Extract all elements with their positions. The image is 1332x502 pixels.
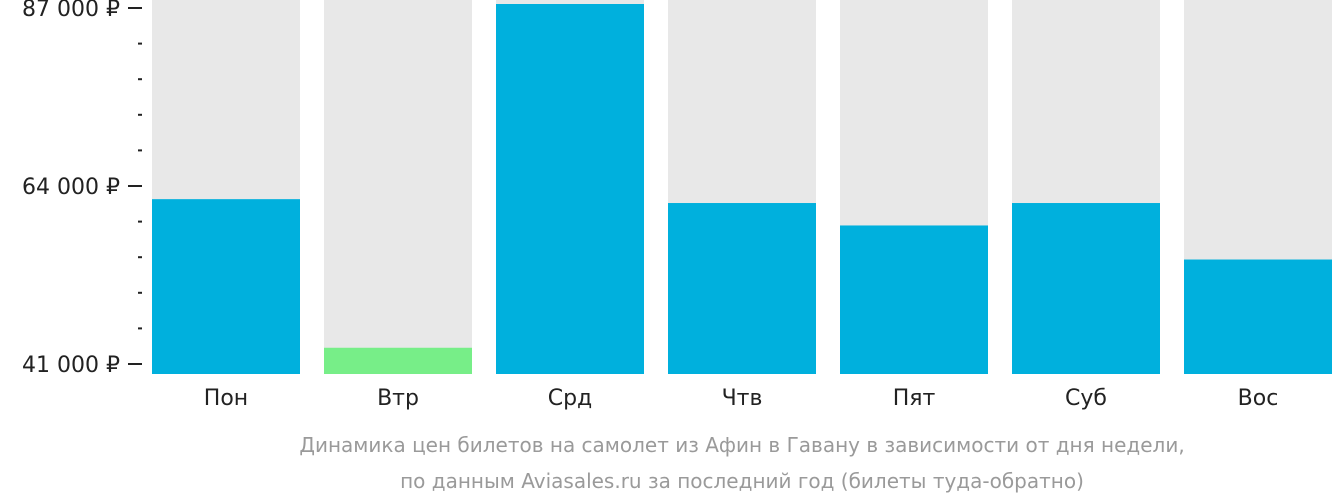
y-axis: 87 000 ₽ 64 000 ₽ 41 000 ₽ bbox=[22, 0, 142, 378]
data-bars bbox=[152, 4, 1332, 374]
y-tick-label-2: 41 000 ₽ bbox=[22, 353, 120, 378]
x-tick-label-2: Срд bbox=[548, 386, 593, 411]
bar-6[interactable] bbox=[1184, 259, 1332, 374]
bar-0[interactable] bbox=[152, 199, 300, 374]
bar-5[interactable] bbox=[1012, 203, 1160, 374]
bar-1[interactable] bbox=[324, 347, 472, 374]
x-tick-label-5: Суб bbox=[1065, 386, 1107, 411]
bar-2[interactable] bbox=[496, 4, 644, 374]
bar-3[interactable] bbox=[668, 203, 816, 374]
bar-4[interactable] bbox=[840, 225, 988, 374]
x-tick-label-0: Пон bbox=[204, 386, 248, 411]
x-tick-label-3: Чтв bbox=[722, 386, 763, 411]
x-tick-label-1: Втр bbox=[377, 386, 419, 411]
x-tick-label-6: Вос bbox=[1238, 386, 1279, 411]
x-tick-label-4: Пят bbox=[893, 386, 936, 411]
x-axis-labels: Пон Втр Срд Чтв Пят Суб Вос bbox=[204, 386, 1279, 411]
y-tick-label-0: 87 000 ₽ bbox=[22, 0, 120, 22]
chart-caption: Динамика цен билетов на самолет из Афин … bbox=[299, 433, 1184, 493]
caption-line-1: Динамика цен билетов на самолет из Афин … bbox=[299, 433, 1184, 457]
y-tick-label-1: 64 000 ₽ bbox=[22, 175, 120, 200]
bar-background-1 bbox=[324, 0, 472, 374]
caption-line-2: по данным Aviasales.ru за последний год … bbox=[400, 469, 1084, 493]
